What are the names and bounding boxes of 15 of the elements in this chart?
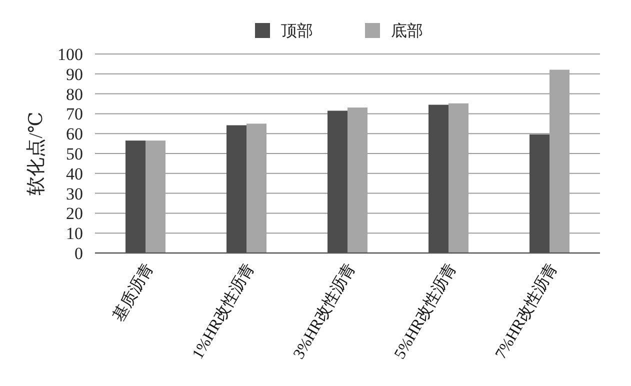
y-tick-label: 60 xyxy=(66,124,83,144)
y-tick-label: 30 xyxy=(66,184,83,204)
y-tick-label: 100 xyxy=(58,45,83,64)
y-tick-label: 70 xyxy=(66,104,83,124)
legend-label: 底部 xyxy=(391,22,423,40)
y-tick-label: 90 xyxy=(66,64,83,84)
y-axis-title: 软化点/℃ xyxy=(26,112,47,196)
y-tick-label: 20 xyxy=(66,204,83,224)
y-tick-label: 80 xyxy=(66,84,83,104)
y-tick-label: 10 xyxy=(66,224,83,244)
x-tick-label: 基质沥青 xyxy=(109,260,157,324)
y-tick-label: 0 xyxy=(74,244,83,263)
y-tick-label: 50 xyxy=(66,144,83,164)
y-tick-label: 40 xyxy=(66,164,83,184)
legend-label: 顶部 xyxy=(281,22,313,40)
